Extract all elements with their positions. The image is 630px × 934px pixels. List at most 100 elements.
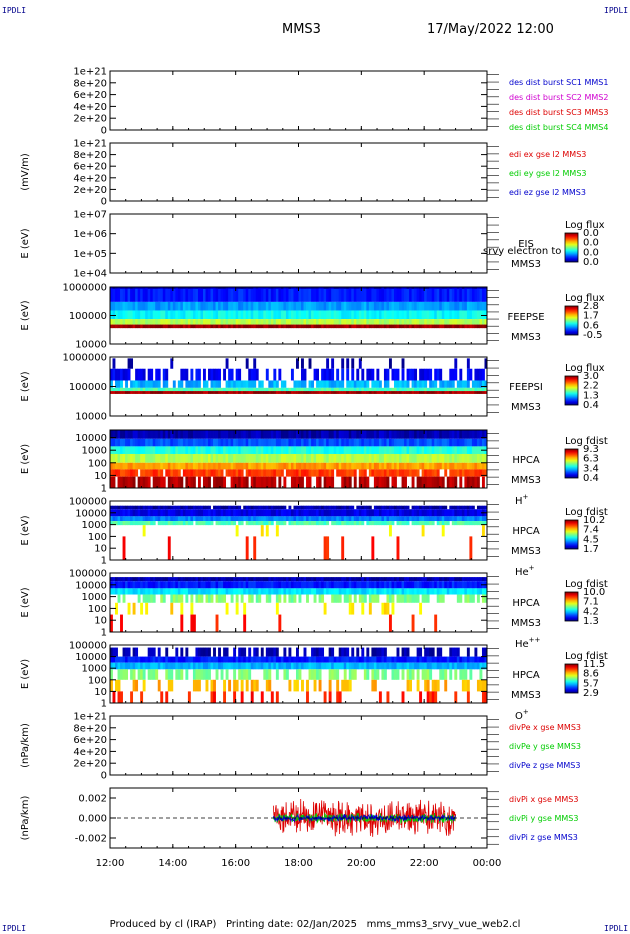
spectrogram-cell — [343, 521, 347, 526]
spectrogram-cell — [328, 516, 332, 522]
spectrogram-cell — [301, 462, 304, 470]
spectrogram-cell — [165, 453, 169, 463]
spectrogram-cell — [323, 691, 327, 703]
spectrogram-cell — [145, 505, 149, 510]
colorbar-tick-label: 0.0 — [583, 247, 599, 258]
spectrogram-cell — [373, 588, 377, 595]
spectrogram-cell — [170, 430, 174, 439]
spectrogram-cell — [474, 581, 478, 589]
spectrogram-cell — [429, 577, 433, 582]
spectrogram-cell — [346, 476, 350, 488]
spectrogram-cell — [295, 662, 299, 670]
spectrogram-cell — [454, 391, 458, 394]
spectrogram-cell — [147, 577, 151, 582]
spectrogram-cell — [265, 669, 269, 680]
spectrogram-cell — [394, 662, 397, 670]
spectrogram-cell — [162, 656, 166, 663]
spectrogram-cell — [253, 505, 257, 510]
spectrogram-cell — [338, 446, 342, 454]
spectrogram-cell — [479, 469, 483, 477]
spectrogram-cell — [280, 516, 284, 522]
spectrogram-cell — [172, 581, 176, 589]
spectrogram-cell — [152, 656, 156, 663]
spectrogram-cell — [122, 446, 126, 454]
spectrogram-cell — [399, 581, 402, 589]
spectrogram-cell — [197, 656, 201, 663]
spectrogram-cell — [152, 581, 156, 589]
spectrogram-cell — [145, 446, 149, 454]
spectrogram-cell — [200, 594, 204, 603]
spectrogram-cell — [152, 505, 156, 510]
spectrogram-cell — [295, 310, 299, 320]
spectrogram-cell — [278, 310, 282, 320]
spectrogram-cell — [436, 581, 440, 589]
spectrogram-cell — [218, 505, 221, 510]
spectrogram-cell — [406, 368, 410, 381]
y-tick-label: 8e+20 — [73, 150, 107, 161]
spectrogram-cell — [270, 516, 274, 522]
spectrogram-cell — [110, 614, 113, 632]
spectrogram-cell — [383, 656, 387, 663]
spectrogram-cell — [484, 453, 488, 463]
spectrogram-cell — [406, 387, 410, 392]
spectrogram-cell — [333, 301, 337, 311]
spectrogram-cell — [401, 581, 405, 589]
spectrogram-cell — [383, 446, 387, 454]
spectrogram-cell — [444, 319, 448, 325]
spectrogram-cell — [258, 509, 262, 517]
colorbar-title: Log fdist — [565, 436, 608, 447]
spectrogram-cell — [258, 581, 262, 589]
spectrogram-cell — [170, 446, 174, 454]
spectrogram-cell — [233, 310, 237, 320]
spectrogram-cell — [202, 324, 206, 329]
spectrogram-cell — [358, 387, 362, 392]
spectrogram-cell — [426, 505, 430, 510]
colorbar-tick-label: 1.7 — [583, 311, 599, 322]
spectrogram-cell — [182, 509, 186, 517]
spectrogram-cell — [371, 669, 375, 680]
spectrogram-cell — [230, 310, 234, 320]
spectrogram-cell — [318, 476, 322, 488]
spectrogram-cell — [167, 516, 171, 522]
spectrogram-cell — [273, 387, 277, 392]
spectrogram-cell — [285, 438, 289, 447]
spectrogram-cell — [466, 319, 470, 325]
spectrogram-cell — [341, 324, 345, 329]
spectrogram-cell — [202, 287, 206, 290]
spectrogram-cell — [187, 289, 191, 302]
spectrogram-cell — [172, 594, 176, 603]
spectrogram-cell — [170, 669, 174, 680]
spectrogram-cell — [137, 287, 141, 290]
spectrogram-cell — [429, 669, 433, 680]
spectrogram-cell — [404, 469, 407, 477]
spectrogram-cell — [361, 324, 365, 329]
spectrogram-cell — [140, 387, 144, 392]
spectrogram-cell — [353, 581, 357, 589]
spectrogram-cell — [110, 430, 113, 439]
spectrogram-cell — [197, 324, 201, 329]
spectrogram-cell — [228, 324, 232, 329]
spectrogram-cell — [481, 380, 485, 388]
spectrogram-cell — [185, 469, 189, 477]
spectrogram-cell — [416, 577, 420, 582]
spectrogram-cell — [431, 577, 435, 582]
spectrogram-cell — [416, 656, 420, 663]
spectrogram-cell — [245, 505, 249, 510]
spectrogram-cell — [273, 289, 277, 302]
spectrogram-cell — [192, 380, 196, 388]
spectrogram-cell — [351, 669, 355, 680]
spectrogram-cell — [394, 324, 397, 329]
spectrogram-cell — [323, 577, 327, 582]
spectrogram-cell — [401, 380, 405, 388]
spectrogram-cell — [253, 391, 257, 394]
spectrogram-cell — [303, 368, 307, 381]
colorbar-title: Log fdist — [565, 507, 608, 518]
spectrogram-cell — [361, 505, 365, 510]
spectrogram-cell — [192, 469, 196, 477]
spectrogram-cell — [278, 594, 282, 603]
spectrogram-cell — [386, 289, 390, 302]
spectrogram-cell — [401, 310, 405, 320]
colorbar-tick-label: 1.7 — [583, 544, 599, 555]
spectrogram-cell — [288, 387, 292, 392]
spectrogram-cell — [192, 516, 196, 522]
